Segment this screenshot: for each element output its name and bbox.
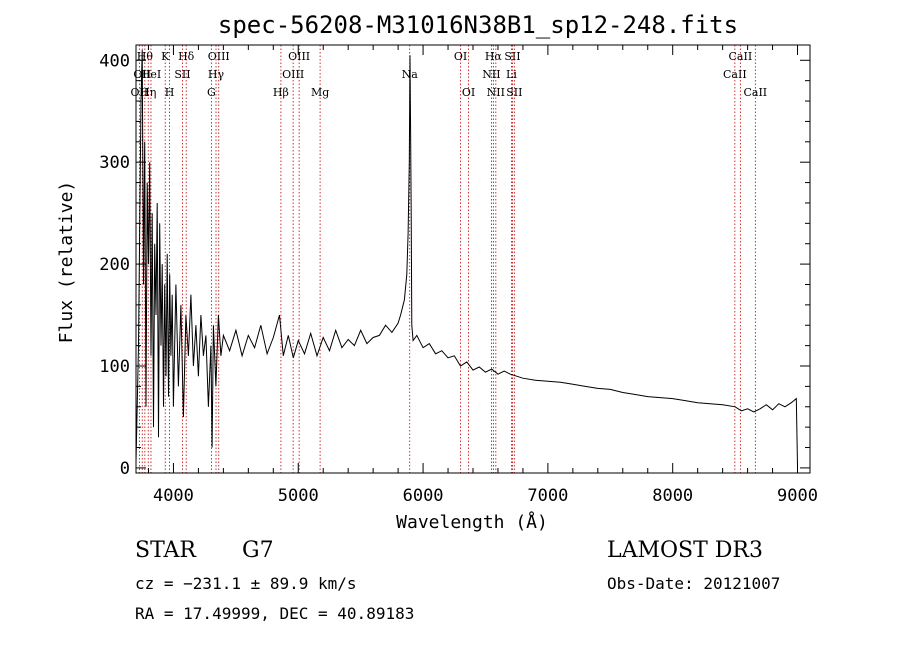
line-label: Hα [485,50,503,63]
line-label: OI [454,50,467,63]
chart-title: spec-56208-M31016N38B1_sp12-248.fits [218,11,738,39]
line-label: SII [506,86,522,99]
x-tick-label: 9000 [777,486,818,506]
x-tick-label: 7000 [527,486,568,506]
y-tick-label: 0 [120,459,130,479]
y-axis-ticks: 0 100 200 300 400 [99,51,810,479]
survey-name: LAMOST DR3 [607,538,763,563]
line-label: OIII [288,50,310,63]
spectral-line-markers [138,45,756,473]
line-label: Hδ [178,50,195,63]
x-axis-label: Wavelength (Å) [396,511,548,533]
line-label: OIII [282,68,304,81]
line-label: NII [482,68,500,81]
redshift-value: cz = −231.1 ± 89.9 km/s [135,574,357,593]
x-axis-ticks: 4000 5000 6000 7000 8000 9000 [147,45,818,506]
line-label: OIII [208,50,230,63]
x-tick-label: 8000 [652,486,693,506]
line-label: G [207,86,216,99]
x-tick-label: 4000 [153,486,194,506]
y-axis-label: Flux (relative) [56,181,77,344]
spectrum-line [135,50,798,466]
observation-date: Obs-Date: 20121007 [607,574,781,593]
line-label: SII [504,50,520,63]
y-tick-label: 100 [99,357,130,377]
object-class: STAR [135,538,196,563]
line-label: K [161,50,170,63]
line-label: CaII [723,68,747,81]
y-tick-label: 300 [99,153,130,173]
line-label: CaII [729,50,753,63]
line-label: HeI [141,68,161,81]
line-label: Hθ [137,50,154,63]
y-tick-label: 200 [99,255,130,275]
y-tick-label: 400 [99,51,130,71]
line-label: SII [174,68,190,81]
line-label: Mg [311,86,329,99]
object-subclass: G7 [242,538,274,563]
spectral-line-labels: OIIOIIHθHηHeIKHSIIHδGHγOIIIHβOIIIOIIIMgN… [131,50,768,99]
line-label: Hη [140,86,156,99]
line-label: Li [506,68,517,81]
x-tick-label: 6000 [403,486,444,506]
line-label: OI [462,86,475,99]
line-label: OII [131,86,149,99]
line-label: NII [487,86,505,99]
sky-coordinates: RA = 17.49999, DEC = 40.89183 [135,604,415,623]
line-label: Hγ [208,68,225,81]
line-label: Hβ [273,86,289,99]
line-label: H [165,86,175,99]
x-tick-label: 5000 [278,486,319,506]
line-label: CaII [743,86,767,99]
plot-frame [135,44,811,474]
